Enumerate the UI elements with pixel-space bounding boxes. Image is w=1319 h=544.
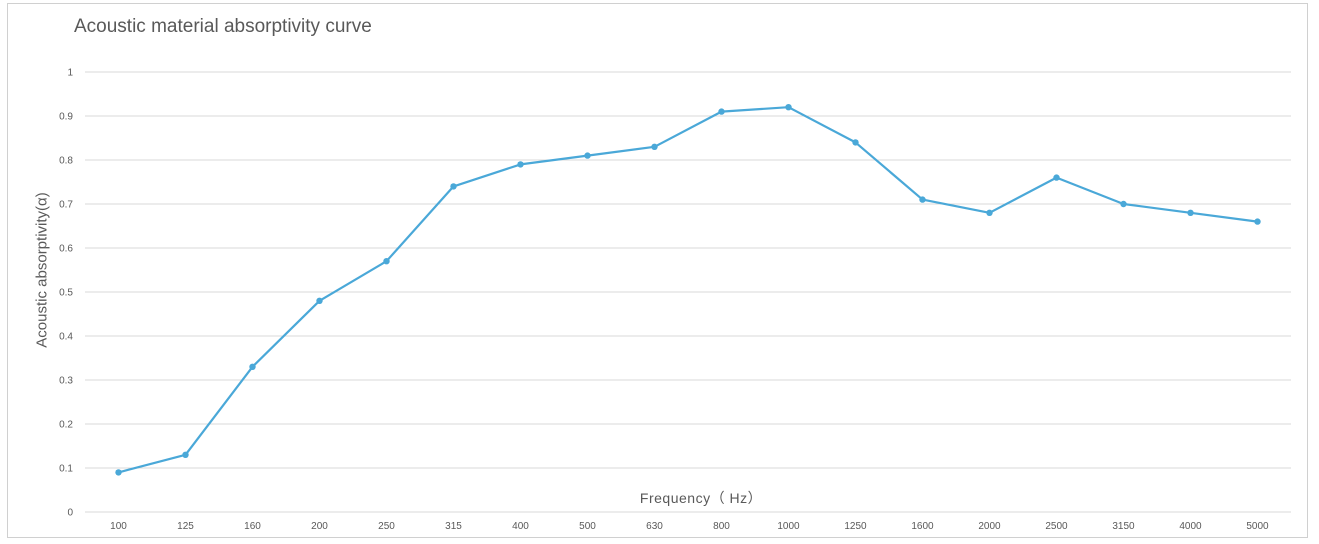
- x-tick-label: 800: [713, 521, 730, 532]
- x-tick-label: 125: [177, 521, 194, 532]
- data-point: [986, 209, 993, 216]
- data-point: [1120, 200, 1127, 208]
- x-tick-label: 1600: [911, 521, 934, 532]
- y-tick-label: 0.3: [59, 376, 73, 387]
- chart-frame: [7, 3, 1308, 538]
- x-tick-label: 630: [646, 521, 663, 532]
- data-point: [1053, 174, 1060, 181]
- data-point: [517, 161, 524, 168]
- y-tick-label: 0.8: [59, 156, 73, 167]
- x-tick-label: 1000: [777, 521, 800, 532]
- x-tick-label: 315: [445, 521, 462, 532]
- x-tick-label: 3150: [1112, 521, 1135, 532]
- data-point: [182, 451, 189, 458]
- y-tick-label: 0.6: [59, 244, 73, 255]
- data-point: [1187, 209, 1194, 216]
- y-tick-label: 0.5: [59, 288, 73, 299]
- x-tick-label: 5000: [1246, 521, 1269, 532]
- y-tick-label: 0.4: [59, 332, 73, 343]
- y-tick-label: 0.1: [59, 464, 73, 475]
- x-tick-label: 4000: [1179, 521, 1202, 532]
- data-point: [1254, 218, 1261, 225]
- y-tick-label: 0.2: [59, 420, 73, 431]
- data-point: [785, 104, 792, 111]
- data-point: [115, 469, 122, 476]
- data-point: [383, 258, 390, 265]
- data-point: [919, 196, 926, 203]
- data-point: [718, 108, 725, 115]
- x-tick-label: 100: [110, 521, 127, 532]
- y-tick-label: 1: [67, 68, 73, 79]
- x-tick-label: 250: [378, 521, 395, 532]
- x-tick-label: 1250: [844, 521, 867, 532]
- chart-title: Acoustic material absorptivity curve: [74, 16, 372, 37]
- data-point: [584, 152, 591, 159]
- x-tick-label: 2000: [978, 521, 1001, 532]
- data-point: [316, 297, 323, 304]
- y-tick-label: 0.7: [59, 200, 73, 211]
- x-tick-label: 400: [512, 521, 529, 532]
- x-tick-label: 200: [311, 521, 328, 532]
- x-tick-label: 160: [244, 521, 261, 532]
- x-tick-label: 2500: [1045, 521, 1068, 532]
- data-point: [249, 363, 256, 370]
- data-point: [651, 143, 658, 150]
- data-point: [450, 183, 457, 190]
- data-point: [852, 139, 859, 146]
- series-line: [118, 106, 1258, 474]
- y-tick-label: 0.9: [59, 112, 73, 123]
- x-tick-label: 500: [579, 521, 596, 532]
- y-tick-label: 0: [67, 508, 73, 519]
- x-axis-label: Frequency（ Hz）: [639, 490, 763, 506]
